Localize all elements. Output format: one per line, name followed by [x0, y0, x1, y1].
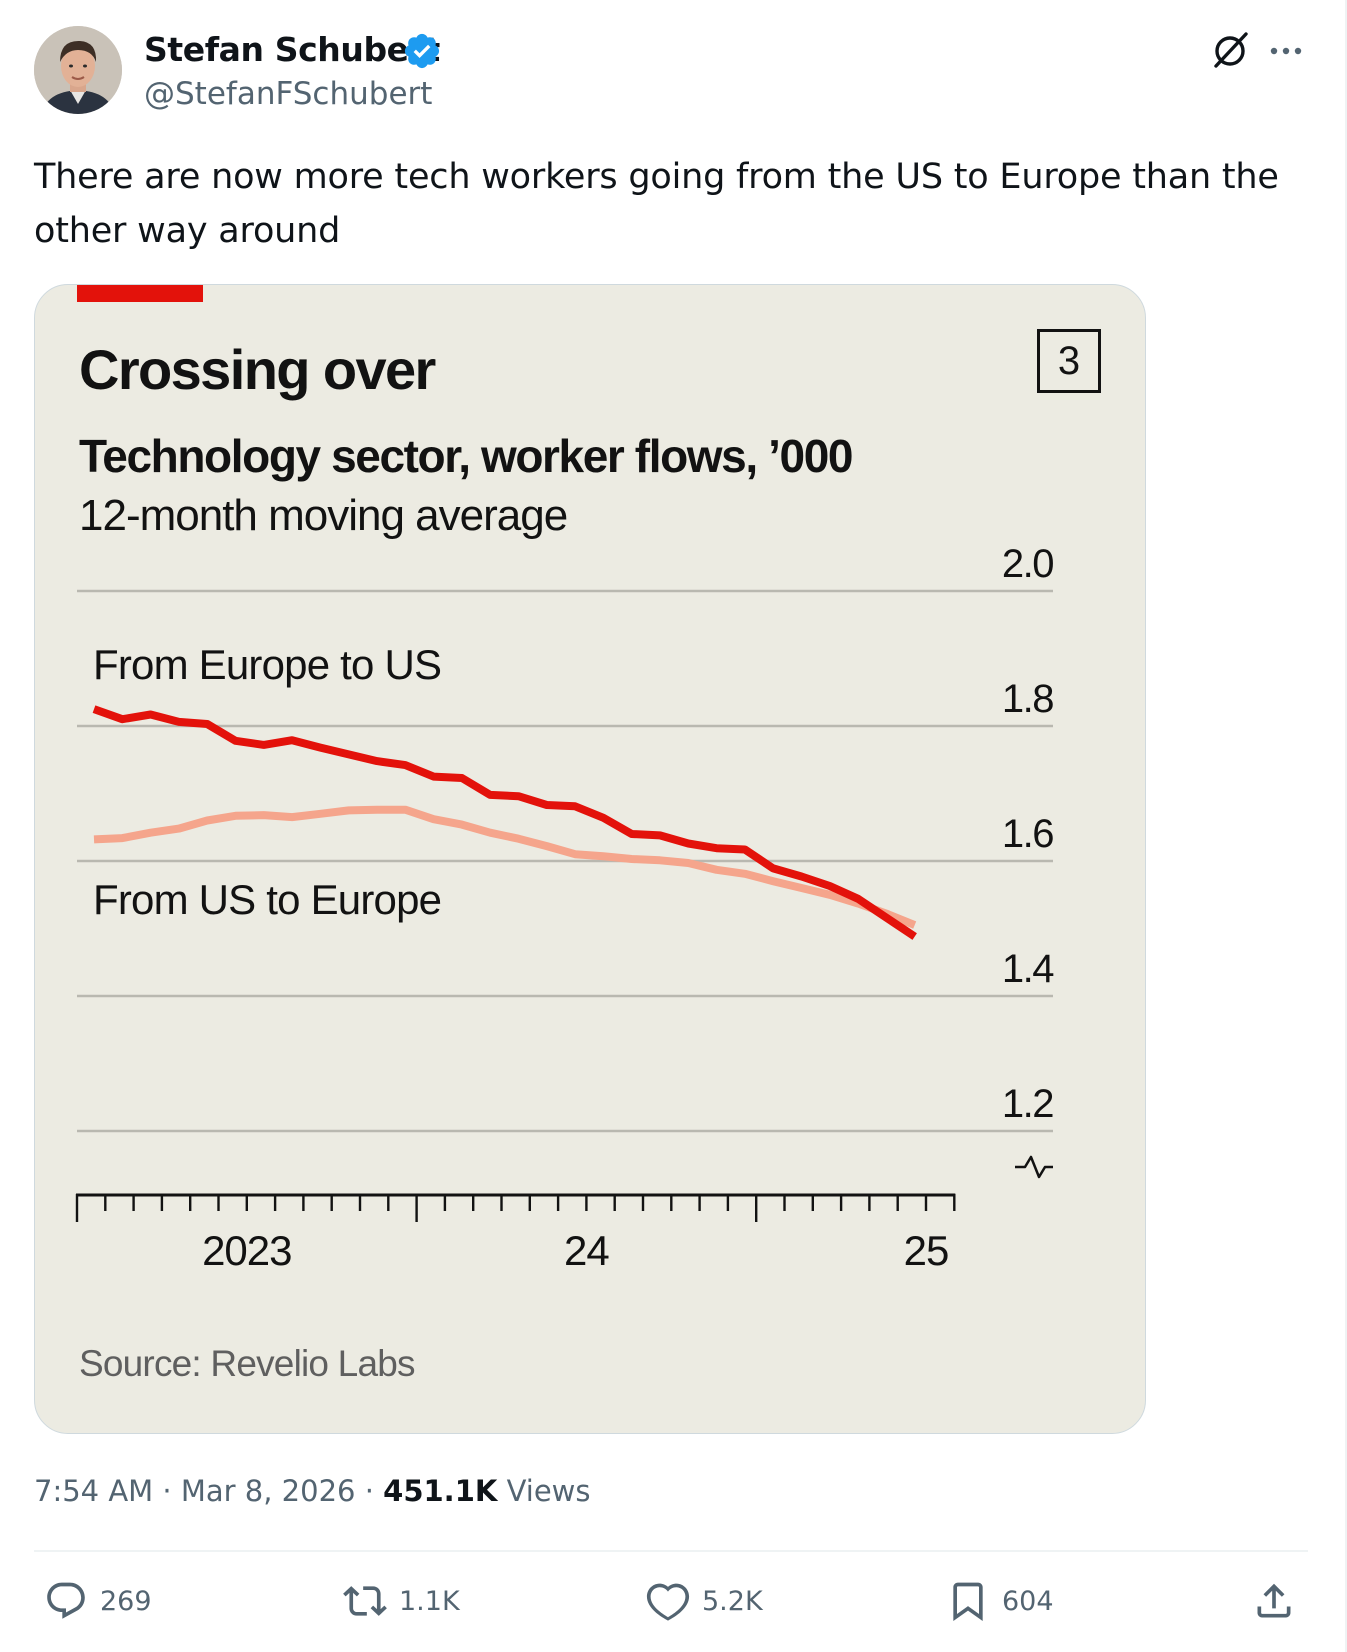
y-tick-label: 2.0 — [1002, 542, 1053, 586]
author-handle[interactable]: @StefanFSchubert — [144, 76, 433, 112]
y-tick-label: 1.2 — [1002, 1082, 1053, 1126]
like-button[interactable]: 5.2K — [646, 1576, 763, 1626]
chart-source: Source: Revelio Labs — [79, 1343, 416, 1384]
meta-separator: · — [162, 1474, 172, 1508]
bookmark-icon — [953, 1582, 983, 1622]
tweet-time[interactable]: 7:54 AM — [34, 1474, 154, 1508]
like-count: 5.2K — [702, 1585, 763, 1617]
chart-image-card[interactable]: Crossing over 3 Technology sector, worke… — [34, 284, 1146, 1434]
divider — [34, 1550, 1308, 1552]
views-count: 451.1K — [383, 1474, 498, 1508]
share-icon — [1257, 1583, 1291, 1618]
chart-plot: 2.0 1.8 1.6 1.4 1.2 2023 24 25 From Europe to US… — [75, 542, 1056, 1274]
x-tick-label: 24 — [564, 1227, 609, 1274]
series-line-europe-to-us — [92, 705, 917, 940]
right-border — [1345, 0, 1347, 1652]
repost-icon — [343, 1586, 387, 1616]
bookmark-button[interactable]: 604 — [946, 1576, 1054, 1626]
bookmark-count: 604 — [1002, 1585, 1054, 1617]
y-tick-label: 1.4 — [1002, 947, 1054, 991]
repost-count: 1.1K — [399, 1585, 460, 1617]
y-tick-label: 1.6 — [1002, 812, 1053, 856]
repost-button[interactable]: 1.1K — [343, 1576, 460, 1626]
verified-badge-icon — [404, 33, 440, 69]
tweet-date[interactable]: Mar 8, 2026 — [180, 1474, 356, 1508]
avatar[interactable] — [34, 26, 122, 114]
axis-break-icon — [1015, 1155, 1053, 1179]
share-button[interactable] — [1252, 1576, 1296, 1626]
chart-number-box: 3 — [1037, 329, 1101, 393]
reply-icon — [47, 1582, 85, 1619]
avatar-image — [34, 26, 122, 114]
views-label: Views — [506, 1474, 591, 1508]
author-name[interactable]: Stefan Schubert — [144, 30, 440, 69]
series-label-europe-to-us: From Europe to US — [93, 641, 441, 688]
meta-separator: · — [364, 1474, 374, 1508]
reply-count: 269 — [100, 1585, 152, 1617]
series-label-us-to-europe: From US to Europe — [93, 876, 441, 923]
tweet-text: There are now more tech workers going fr… — [34, 157, 1279, 251]
chart-subtitle: Technology sector, worker flows, ’000 — [79, 430, 853, 482]
like-icon — [646, 1583, 690, 1621]
tweet-meta: 7:54 AM · Mar 8, 2026 · 451.1K Views — [34, 1474, 591, 1508]
grok-icon[interactable] — [1208, 28, 1252, 72]
chart-caption: 12-month moving average — [79, 491, 568, 540]
reply-button[interactable]: 269 — [44, 1576, 152, 1626]
x-tick-label: 25 — [904, 1227, 949, 1274]
series-line-us-to-europe — [93, 805, 917, 929]
more-icon[interactable] — [1264, 34, 1308, 68]
chart-title: Crossing over — [79, 338, 436, 401]
chart-accent-bar — [77, 285, 203, 302]
y-tick-label: 1.8 — [1002, 677, 1053, 721]
x-tick-label: 2023 — [202, 1227, 291, 1274]
